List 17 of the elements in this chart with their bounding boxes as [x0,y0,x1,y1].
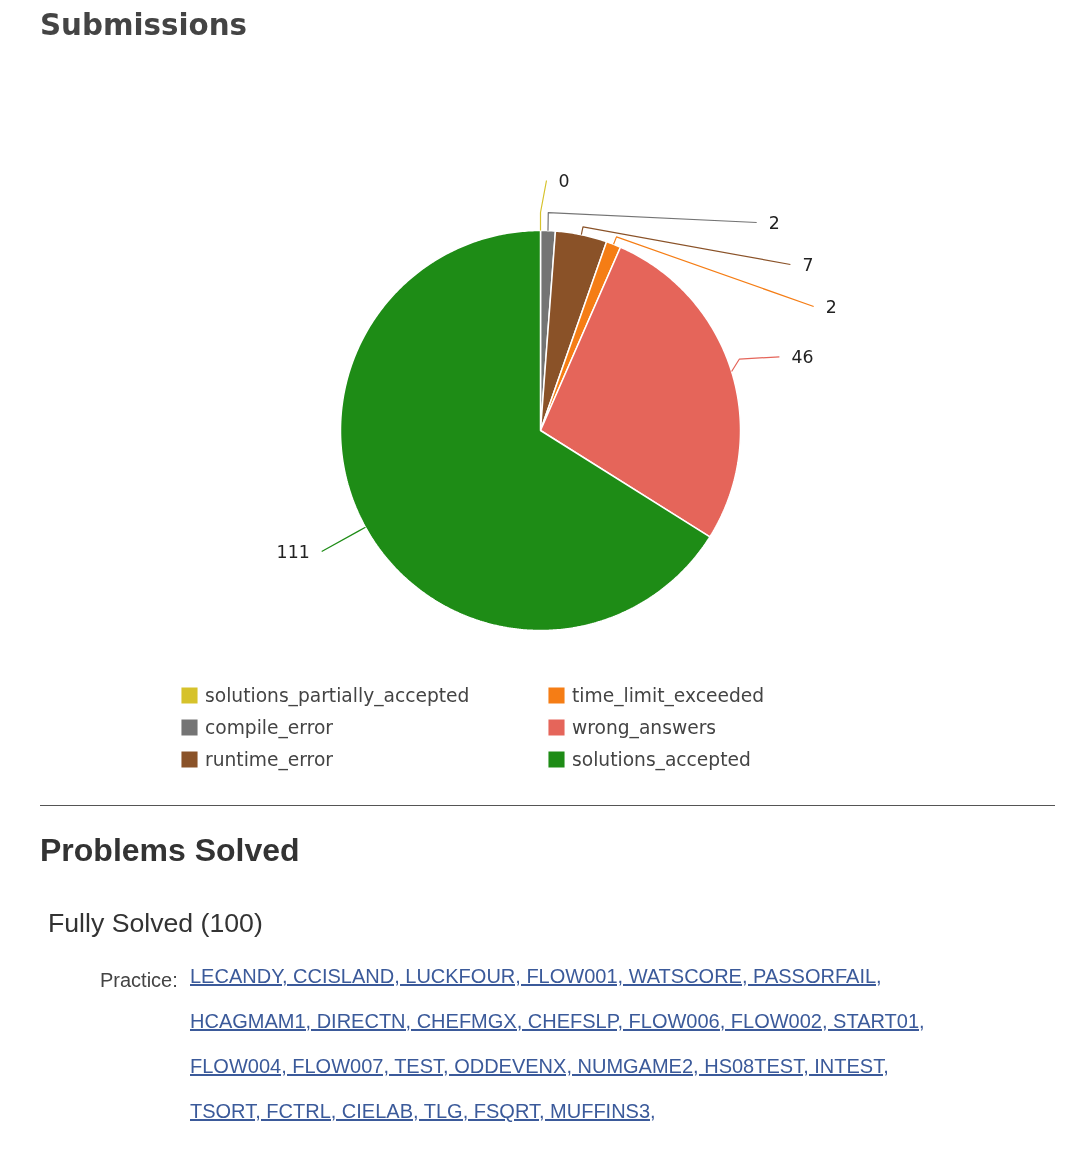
text: Problems Solved [40,831,301,870]
chart-title: Submissions [40,7,248,44]
data-label: 2 [825,297,837,317]
legend-label: compile_error [205,716,335,738]
data-label: 2 [768,213,780,233]
legend-label: time_limit_exceeded [572,684,766,706]
data-label: 46 [791,347,814,368]
data-label: 7 [802,255,814,275]
legend-label: runtime_error [205,748,334,770]
legend-label: solutions_partially_accepted [205,684,471,706]
legend-label: wrong_answers [572,716,718,738]
data-label: 111 [276,541,310,562]
legend-label: solutions_accepted [572,748,752,770]
text: Fully Solved (100) [48,906,264,940]
text: LECANDY, CCISLAND, LUCKFOUR, FLOW001, WATSCORE, PASSORFAIL, HCAGMAM1, DIRECTN, CHEFMGX, CHEFSLP, FLOW006, FLOW002, START01, FLOW004, FLOW007, TEST, ODDEVENX, NUMGAME2, HS08TEST, INTEST, TSORT, FCTRL, CIELAB, TLG, FSQRT, MUFFINS3, [190,963,926,1124]
text: Practice: [99,967,179,993]
text: 0 [558,171,570,191]
